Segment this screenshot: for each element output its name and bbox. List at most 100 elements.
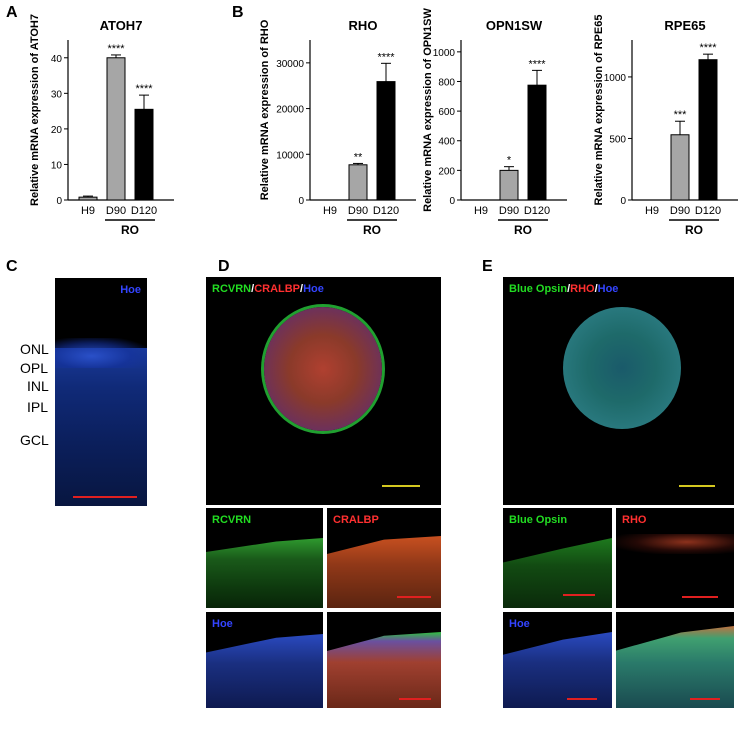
tissue-section xyxy=(55,348,147,506)
x-tick-label: H9 xyxy=(81,205,95,217)
y-tick-label: 400 xyxy=(438,137,455,148)
bar-d120 xyxy=(698,59,718,201)
y-tick-label: 500 xyxy=(609,134,626,145)
significance-mark: *** xyxy=(674,109,688,121)
scale-bar xyxy=(567,698,597,700)
chart-title: ATOH7 xyxy=(100,18,143,33)
x-tick-label: D90 xyxy=(499,205,519,217)
bar-d90 xyxy=(106,57,126,201)
group-label: RO xyxy=(363,223,381,237)
x-tick-label: H9 xyxy=(645,205,659,217)
tissue-blue xyxy=(503,632,612,708)
tissue-green xyxy=(503,538,612,608)
organoid-sphere xyxy=(264,307,382,431)
hoe-label: Hoe xyxy=(212,618,233,630)
y-axis-label: Relative mRNA expression of ATOH7 xyxy=(29,14,41,206)
significance-mark: ** xyxy=(354,151,363,163)
panel-letter-b: B xyxy=(232,4,244,21)
panel-d-rcvrn: RCVRN xyxy=(206,508,323,608)
y-tick-label: 0 xyxy=(298,196,304,207)
significance-mark: * xyxy=(507,155,512,167)
bar-d120 xyxy=(376,81,396,201)
panel-e-blue-opsin: Blue Opsin xyxy=(503,508,612,608)
panel-d-organoid: RCVRN/CRALBP/Hoe xyxy=(206,277,441,505)
x-tick-label: D120 xyxy=(695,205,721,217)
y-tick-label: 200 xyxy=(438,166,455,177)
panel-letter-e: E xyxy=(482,258,493,275)
x-tick-label: D120 xyxy=(524,205,550,217)
y-tick-label: 30000 xyxy=(276,59,304,70)
chart-title: RHO xyxy=(349,18,378,33)
stain-slash: / xyxy=(594,283,598,295)
panel-d-stain-label: RCVRN/CRALBP/Hoe xyxy=(212,283,324,295)
panel-d-cralbp: CRALBP xyxy=(327,508,441,608)
y-tick-label: 10000 xyxy=(276,150,304,161)
group-label: RO xyxy=(685,223,703,237)
group-label: RO xyxy=(121,223,139,237)
scale-bar xyxy=(397,596,431,598)
stain-slash: / xyxy=(300,283,304,295)
y-tick-label: 1000 xyxy=(604,73,627,84)
panel-d-hoe: Hoe xyxy=(206,612,323,708)
panel-e-hoe: Hoe xyxy=(503,612,612,708)
significance-mark: **** xyxy=(377,51,395,63)
bar-d90 xyxy=(499,169,519,201)
panel-letter-a: A xyxy=(6,4,18,21)
stain-rcvrn: RCVRN xyxy=(212,283,252,295)
x-tick-label: H9 xyxy=(474,205,488,217)
rho-label: RHO xyxy=(622,514,647,526)
y-tick-label: 10 xyxy=(51,160,63,171)
layer-label-opl: OPL xyxy=(20,360,49,376)
y-tick-label: 30 xyxy=(51,89,63,100)
hoe-label: Hoe xyxy=(509,618,530,630)
layer-label-inl: INL xyxy=(27,378,49,394)
y-axis-label: Relative mRNA expression of RPE65 xyxy=(593,15,605,206)
layer-label-gcl: GCL xyxy=(20,432,49,448)
rho-signal xyxy=(616,534,734,554)
chart-title: OPN1SW xyxy=(486,18,543,33)
tissue-blue xyxy=(206,634,323,708)
x-tick-label: H9 xyxy=(323,205,337,217)
tissue-merge xyxy=(327,632,441,708)
panel-e-organoid: Blue Opsin/RHO/Hoe xyxy=(503,277,734,505)
significance-mark: **** xyxy=(699,42,717,54)
significance-mark: **** xyxy=(107,43,125,55)
scale-bar xyxy=(399,698,431,700)
y-tick-label: 40 xyxy=(51,54,63,65)
panel-letter-d: D xyxy=(218,258,230,275)
significance-mark: **** xyxy=(528,58,546,70)
y-tick-label: 0 xyxy=(449,196,455,207)
y-tick-label: 20000 xyxy=(276,105,304,116)
onl-band xyxy=(55,338,147,368)
cralbp-label: CRALBP xyxy=(333,514,379,526)
stain-blue-opsin: Blue Opsin xyxy=(509,283,568,295)
significance-mark: **** xyxy=(135,83,153,95)
scale-bar xyxy=(563,594,595,596)
stain-slash: / xyxy=(567,283,571,295)
panel-e-rho: RHO xyxy=(616,508,734,608)
layer-label-onl: ONL xyxy=(20,341,49,357)
bar-d120 xyxy=(134,108,154,201)
hoe-label: Hoe xyxy=(120,284,141,296)
bar-h9 xyxy=(78,196,98,201)
rcvrn-label: RCVRN xyxy=(212,514,252,526)
tissue-merge xyxy=(616,626,734,708)
scale-bar xyxy=(682,596,718,598)
y-tick-label: 600 xyxy=(438,107,455,118)
scale-bar xyxy=(382,485,420,487)
stain-cralbp: CRALBP xyxy=(254,283,301,295)
y-tick-label: 0 xyxy=(620,196,626,207)
stain-slash: / xyxy=(251,283,255,295)
organoid-sphere xyxy=(563,307,681,429)
panel-e-merge xyxy=(616,612,734,708)
y-tick-label: 1000 xyxy=(433,48,456,59)
group-label: RO xyxy=(514,223,532,237)
stain-hoe: Hoe xyxy=(303,283,324,295)
stain-rho: RHO xyxy=(570,283,595,295)
panel-d-merge xyxy=(327,612,441,708)
blue-opsin-label: Blue Opsin xyxy=(509,514,568,526)
y-axis-label: Relative mRNA expression of RHO xyxy=(259,19,271,200)
y-tick-label: 800 xyxy=(438,77,455,88)
x-tick-label: D120 xyxy=(131,205,157,217)
bar-d120 xyxy=(527,84,547,201)
